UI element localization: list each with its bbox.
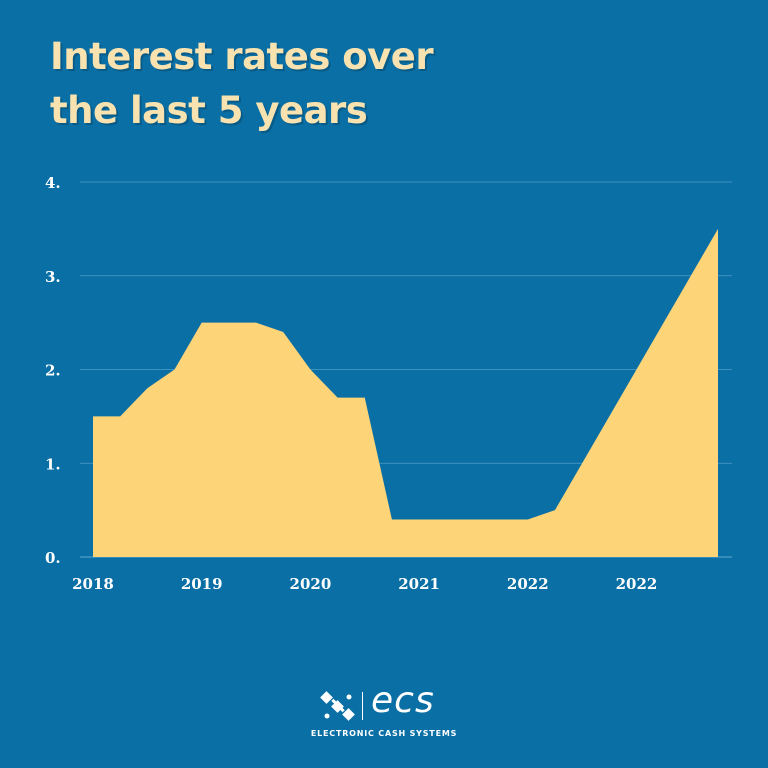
y-tick-label: 3. <box>45 268 61 286</box>
area-series <box>93 228 718 557</box>
x-tick-label: 2018 <box>72 575 114 593</box>
chart-title: Interest rates over the last 5 years <box>50 30 434 138</box>
x-axis-ticks: 2018 2019 2020 2021 2022 2022 <box>72 575 657 593</box>
logo-wordmark: ecs <box>371 680 435 721</box>
y-tick-label: 2. <box>45 362 61 380</box>
brand-logo: ecs ELECTRONIC CASH SYSTEMS <box>0 680 768 746</box>
y-tick-label: 4. <box>45 174 61 192</box>
x-tick-label: 2021 <box>398 575 440 593</box>
y-tick-label: 1. <box>45 455 61 473</box>
x-tick-label: 2022 <box>616 575 658 593</box>
y-tick-label: 0. <box>45 549 61 567</box>
title-line-1: Interest rates over <box>50 35 434 78</box>
x-tick-label: 2020 <box>290 575 332 593</box>
satellite-icon <box>320 691 355 721</box>
logo-tagline: ELECTRONIC CASH SYSTEMS <box>310 729 458 738</box>
logo-divider <box>362 692 363 720</box>
title-line-2: the last 5 years <box>50 89 368 132</box>
area-fill <box>93 228 718 557</box>
x-tick-label: 2022 <box>507 575 549 593</box>
y-axis-ticks: 0. 1. 2. 3. 4. <box>45 174 61 567</box>
x-tick-label: 2019 <box>181 575 223 593</box>
